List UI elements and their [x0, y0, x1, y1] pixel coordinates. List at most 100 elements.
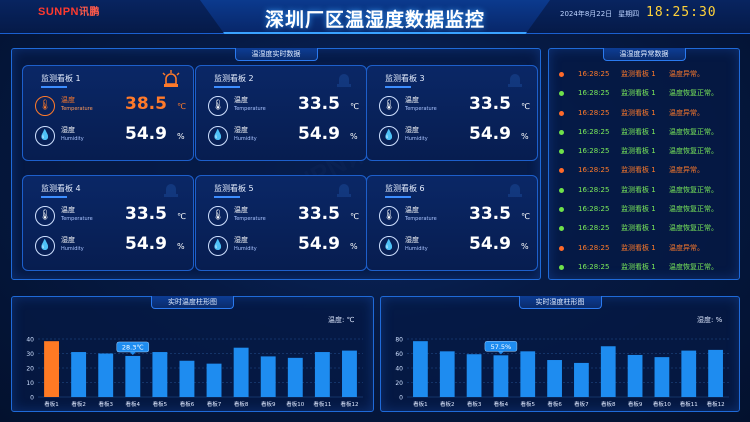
date-text: 2024年8月22日	[560, 10, 613, 18]
card-underline	[385, 86, 411, 88]
alarm-light-icon	[337, 74, 351, 87]
alarm-log-item[interactable]: 16:28:25 监测看板 1 温度恢复正常。	[559, 142, 731, 161]
x-tick-label: 看板2	[71, 400, 86, 408]
date-display: 2024年8月22日 星期四	[560, 9, 639, 19]
log-message: 温度恢复正常。	[669, 147, 718, 156]
y-tick-label: 40	[395, 366, 403, 373]
monitor-card-1[interactable]: 监测看板 1 🌡 温度 Temperature 38.5 ℃ 💧 湿度 Humidity 54.9…	[22, 65, 194, 161]
log-message: 温度异常。	[669, 108, 704, 117]
y-tick-label: 20	[395, 380, 403, 387]
x-tick-label: 看板7	[574, 400, 589, 408]
temperature-value: 33.5	[469, 204, 511, 224]
card-index: 4	[75, 184, 81, 193]
alarm-log-item[interactable]: 16:28:25 监测看板 1 温度异常。	[559, 161, 731, 180]
monitor-card-3[interactable]: 监测看板 3 🌡 温度 Temperature 33.5 ℃ 💧 湿度 Humidity 54.9…	[366, 65, 538, 161]
thermometer-icon: 🌡	[379, 96, 399, 116]
status-dot	[559, 264, 564, 270]
status-dot	[559, 226, 564, 232]
status-dot	[559, 207, 564, 213]
alarm-light-icon	[508, 184, 522, 197]
card-underline	[214, 196, 240, 198]
x-tick-label: 看板11	[313, 400, 331, 408]
y-tick-label: 80	[395, 337, 403, 344]
alarm-log-item[interactable]: 16:28:25 监测看板 1 温度恢复正常。	[559, 181, 731, 200]
log-source: 监测看板 1	[621, 70, 656, 78]
humidity-row: 💧 湿度 Humidity 54.9%	[208, 124, 360, 150]
temperature-unit: ℃	[521, 212, 530, 221]
x-tick-label: 看板10	[286, 400, 304, 408]
monitor-card-2[interactable]: 监测看板 2 🌡 温度 Temperature 33.5 ℃ 💧 湿度 Humidity 54.9…	[195, 65, 367, 161]
alarm-light-icon	[508, 74, 522, 87]
log-time: 16:28:25	[578, 70, 610, 78]
log-time: 16:28:25	[578, 127, 610, 136]
monitor-card-6[interactable]: 监测看板 6 🌡 温度 Temperature 33.5 ℃ 💧 湿度 Humidity 54.9…	[366, 175, 538, 271]
log-message: 温度异常。	[669, 70, 704, 78]
alarm-log-item[interactable]: 16:28:25 监测看板 1 温度异常。	[559, 239, 731, 258]
humidity-label: 湿度	[61, 236, 75, 244]
card-index: 1	[75, 74, 81, 83]
alarm-log-item[interactable]: 16:28:25 监测看板 1 温度异常。	[559, 104, 731, 123]
humidity-drop-icon: 💧	[208, 236, 228, 256]
log-time: 16:28:25	[578, 243, 610, 252]
x-tick-label: 看板8	[601, 400, 616, 408]
temperature-sublabel: Temperature	[405, 106, 437, 112]
humidity-sublabel: Humidity	[234, 136, 257, 142]
log-message: 温度恢复正常。	[669, 224, 718, 233]
x-tick-label: 看板12	[707, 400, 725, 408]
x-tick-label: 看板4	[494, 400, 509, 408]
bar	[547, 360, 562, 397]
humidity-drop-icon: 💧	[379, 236, 399, 256]
alarm-log-item[interactable]: 16:28:25 监测看板 1 温度恢复正常。	[559, 200, 731, 219]
x-tick-label: 看板11	[680, 400, 698, 408]
bar	[493, 355, 509, 397]
y-tick-label: 40	[26, 337, 34, 344]
temperature-sublabel: Temperature	[234, 106, 266, 112]
alarm-log-item[interactable]: 16:28:25 监测看板 1 温度异常。	[559, 65, 731, 84]
panel-title: 实时温度柱形图	[12, 296, 373, 309]
alarm-log-item[interactable]: 16:28:25 监测看板 1 温度恢复正常。	[559, 84, 731, 103]
panel-title: 温湿度异常数据	[549, 48, 739, 61]
log-source: 监测看板 1	[621, 224, 656, 233]
x-tick-label: 看板5	[153, 400, 168, 408]
bar	[260, 356, 276, 397]
temperature-value: 38.5	[125, 94, 167, 114]
card-title: 监测看板 2	[214, 73, 254, 84]
alarm-log-item[interactable]: 16:28:25 监测看板 1 温度恢复正常。	[559, 123, 731, 142]
humidity-value: 54.9	[125, 234, 167, 254]
temperature-label: 温度	[405, 206, 419, 214]
humidity-label: 湿度	[234, 236, 248, 244]
log-time: 16:28:25	[578, 89, 610, 98]
humidity-bar-chart: 0 20 40 60 80 看板1 看板2 看板3 看板4 看板5 看板6 看板7 看板8 看板9 看板10…	[395, 337, 729, 408]
humidity-label: 湿度	[234, 126, 248, 134]
humidity-value: 54.9	[125, 124, 167, 144]
monitor-card-4[interactable]: 监测看板 4 🌡 温度 Temperature 33.5 ℃ 💧 湿度 Humidity 54.9…	[22, 175, 194, 271]
tooltip-pointer	[497, 351, 504, 355]
thermometer-icon: 🌡	[35, 206, 55, 226]
bar	[574, 362, 589, 397]
humidity-label: 湿度	[405, 126, 419, 134]
alarm-log-item[interactable]: 16:28:25 监测看板 1 温度恢复正常。	[559, 219, 731, 238]
header: SUNPN讯鹏 深圳厂区温湿度数据监控 2024年8月22日 星期四 18:25:…	[0, 0, 750, 34]
humidity-label: 湿度	[405, 236, 419, 244]
alarm-log-list[interactable]: 16:28:25 监测看板 1 温度异常。 16:28:25 监测看板 1 温度恢复正常。…	[559, 65, 731, 277]
thermometer-icon: 🌡	[208, 206, 228, 226]
card-title: 监测看板 1	[41, 73, 81, 84]
log-time: 16:28:25	[578, 224, 610, 233]
alarm-light-icon	[164, 184, 178, 197]
humidity-sublabel: Humidity	[234, 246, 257, 252]
card-name: 监测看板	[385, 184, 417, 193]
humidity-unit: %	[177, 242, 185, 251]
log-time: 16:28:25	[578, 166, 610, 175]
humidity-drop-icon: 💧	[35, 126, 55, 146]
card-name: 监测看板	[214, 184, 246, 193]
alarm-log-item[interactable]: 16:28:25 监测看板 1 温度恢复正常。	[559, 258, 731, 277]
bar	[654, 357, 670, 397]
temperature-value: 33.5	[125, 204, 167, 224]
x-tick-label: 看板10	[653, 400, 671, 408]
monitor-card-5[interactable]: 监测看板 5 🌡 温度 Temperature 33.5 ℃ 💧 湿度 Humidity 54.9…	[195, 175, 367, 271]
humidity-sublabel: Humidity	[405, 136, 428, 142]
humidity-unit: %	[521, 242, 529, 251]
humidity-value: 54.9	[298, 124, 340, 144]
card-title: 监测看板 5	[214, 183, 254, 194]
